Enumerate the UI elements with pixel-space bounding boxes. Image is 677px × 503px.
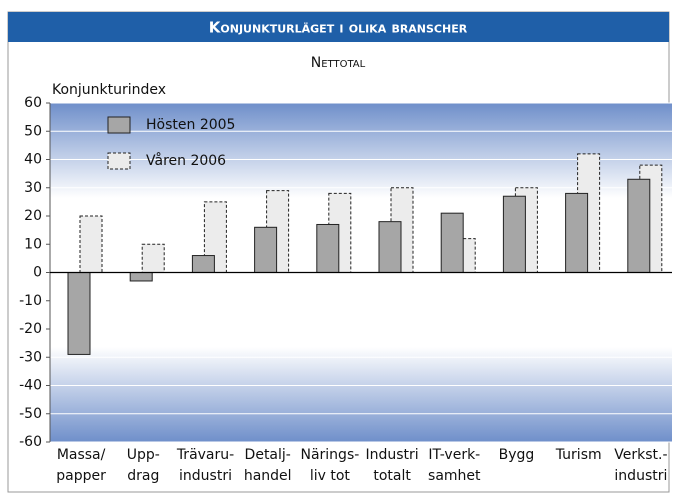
- x-tick-label: industri: [614, 468, 667, 484]
- x-tick-label: drag: [127, 468, 159, 484]
- x-tick-label: industri: [179, 468, 232, 484]
- y-axis-label: Konjunkturindex: [52, 82, 166, 98]
- bar: [141, 243, 165, 273]
- x-tick-label: Upp-: [127, 447, 160, 463]
- x-tick-label: Trävaru-: [176, 447, 234, 463]
- x-tick-label: Turism: [555, 447, 602, 463]
- bar: [67, 272, 91, 355]
- legend-swatch: [107, 152, 131, 170]
- x-tick-label: liv tot: [310, 468, 351, 484]
- legend-label: Hösten 2005: [146, 117, 235, 133]
- bar: [316, 223, 340, 274]
- y-tick-label: -50: [19, 406, 42, 422]
- chart-subtitle: Nettotal: [311, 55, 366, 71]
- x-tick-label: Verkst.-: [614, 447, 667, 463]
- x-tick-label: Detalj-: [245, 447, 291, 463]
- y-tick-label: -20: [19, 321, 42, 337]
- x-tick-label: Bygg: [499, 447, 535, 463]
- y-tick-label: -40: [19, 378, 42, 394]
- y-tick-label: 60: [24, 95, 42, 111]
- x-tick-label: papper: [56, 468, 106, 484]
- bar: [203, 201, 227, 273]
- y-tick-label: 50: [24, 123, 42, 139]
- legend-label: Våren 2006: [146, 152, 226, 169]
- chart-title: Konjunkturläget i olika branscher: [209, 19, 468, 37]
- y-tick-label: -30: [19, 349, 42, 365]
- y-tick-label: 20: [24, 208, 42, 224]
- x-tick-label: Närings-: [300, 447, 359, 463]
- bar: [565, 192, 589, 273]
- bar: [79, 215, 103, 273]
- y-tick-label: -10: [19, 293, 42, 309]
- y-tick-label: 30: [24, 180, 42, 196]
- bar: [191, 255, 215, 274]
- y-tick-label: 0: [33, 265, 42, 281]
- x-tick-label: samhet: [428, 468, 481, 484]
- bar: [440, 212, 464, 274]
- x-tick-label: Massa/: [57, 447, 106, 463]
- y-tick-label: 10: [24, 236, 42, 252]
- x-tick-label: totalt: [373, 468, 411, 484]
- x-tick-label: Industri: [365, 447, 418, 463]
- bar: [254, 226, 278, 274]
- bar: [502, 195, 526, 274]
- title-banner: [8, 12, 669, 42]
- x-tick-label: handel: [244, 468, 292, 484]
- y-tick-label: -60: [19, 434, 42, 450]
- legend-swatch: [107, 116, 131, 134]
- y-tick-label: 40: [24, 152, 42, 168]
- bar: [378, 221, 402, 273]
- bar: [627, 178, 651, 273]
- bar: [129, 272, 153, 282]
- x-tick-label: IT-verk-: [428, 447, 480, 463]
